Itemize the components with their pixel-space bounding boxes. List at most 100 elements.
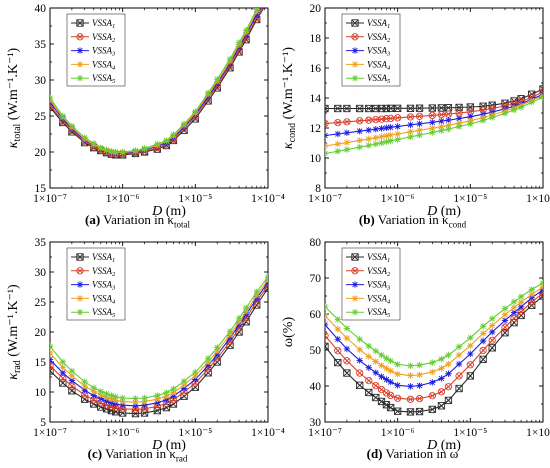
data-point — [141, 398, 148, 405]
data-point — [378, 373, 385, 380]
data-point — [334, 347, 342, 355]
data-point — [265, 0, 271, 4]
data-point — [97, 395, 104, 402]
data-point — [235, 318, 243, 325]
data-point-cross — [77, 34, 83, 40]
data-point-cross — [488, 344, 496, 352]
data-point-cross — [479, 355, 487, 363]
data-point — [394, 130, 401, 138]
data-point — [528, 99, 535, 106]
x-tick-label: 1×10⁻⁵ — [178, 427, 212, 439]
data-point — [325, 104, 329, 113]
legend-label: VSSA1 — [367, 18, 390, 30]
x-tick-label: 1×10⁻⁶ — [106, 427, 140, 439]
data-point — [154, 396, 161, 403]
data-point-cross — [444, 104, 452, 112]
data-point-cross — [480, 107, 486, 113]
data-point — [204, 89, 212, 97]
data-point-cross — [511, 315, 517, 322]
caption-tag: (b) — [358, 212, 375, 227]
data-point-cross — [428, 405, 436, 413]
data-point — [394, 370, 401, 378]
data-point — [90, 140, 97, 147]
data-point — [334, 325, 341, 333]
data-point-cross — [467, 362, 474, 368]
data-point — [103, 397, 110, 405]
data-point — [351, 75, 359, 82]
y-tick-label: 15 — [35, 357, 47, 369]
data-point-cross — [429, 112, 436, 119]
data-point — [394, 407, 402, 415]
data-point-cross — [366, 377, 372, 384]
x-tick-label: 1×10⁻⁴ — [251, 427, 285, 439]
data-point — [325, 331, 329, 340]
data-point-cross — [502, 324, 508, 331]
data-point — [429, 124, 436, 132]
data-point-cross — [406, 408, 414, 416]
y-tick-label: 10 — [35, 387, 47, 399]
data-point — [387, 367, 394, 375]
data-point — [372, 358, 379, 365]
data-point — [372, 369, 379, 376]
data-point — [394, 114, 402, 122]
data-point — [415, 394, 424, 403]
series-markers-vssa5 — [50, 8, 260, 156]
data-point — [325, 150, 329, 157]
data-point — [343, 139, 351, 146]
series-markers-vssa5 — [325, 94, 543, 157]
data-point-cross — [429, 393, 436, 399]
data-point — [372, 381, 380, 390]
data-point — [76, 295, 84, 302]
caption-tag: (c) — [87, 446, 103, 461]
data-point — [334, 358, 342, 367]
data-point-cross — [344, 358, 350, 364]
data-point — [356, 369, 364, 377]
data-point — [170, 393, 177, 400]
y-tick-label: 14 — [310, 93, 322, 105]
data-point-cross — [76, 253, 84, 261]
data-point-cross — [265, 0, 271, 4]
data-point — [351, 61, 359, 68]
data-point — [242, 308, 250, 315]
data-point-cross — [467, 109, 474, 115]
y-tick-label: 60 — [310, 309, 322, 321]
data-point — [59, 358, 66, 366]
data-point — [50, 343, 54, 350]
data-point — [76, 19, 84, 27]
data-point — [415, 112, 424, 120]
data-point — [351, 309, 359, 316]
y-tick-label: 30 — [35, 267, 47, 279]
data-point — [68, 377, 76, 384]
data-point — [466, 372, 474, 380]
data-point — [429, 119, 436, 126]
data-point-cross — [373, 382, 379, 389]
data-point — [455, 120, 463, 127]
plot-area: 30 40 50 60 70 80 1×10⁻⁷ 1×10⁻⁶ 1×10⁻⁵ 1×10⁻⁴ D (m… — [281, 237, 550, 453]
data-point-cross — [352, 34, 358, 40]
legend-label: VSSA4 — [367, 293, 391, 305]
data-point — [394, 136, 401, 143]
data-point — [386, 403, 395, 412]
data-point — [378, 351, 385, 359]
legend-box — [66, 247, 126, 321]
data-point — [407, 133, 414, 141]
x-tick-label: 1×10⁻⁴ — [526, 193, 550, 205]
y-axis-label: κcond (W.m⁻¹.K⁻¹) — [281, 47, 298, 149]
x-tick-label: 1×10⁻⁵ — [453, 193, 487, 205]
data-point — [479, 117, 487, 124]
y-tick-label: 20 — [35, 147, 47, 159]
data-point — [378, 139, 385, 147]
data-point — [334, 336, 341, 343]
data-point — [334, 118, 342, 127]
data-point-cross — [489, 337, 495, 343]
data-point — [455, 372, 463, 380]
legend-label: VSSA3 — [367, 280, 391, 292]
series-group — [50, 0, 271, 159]
data-point — [429, 379, 436, 386]
data-point — [372, 393, 380, 402]
data-point — [455, 343, 463, 350]
data-point — [81, 387, 88, 394]
data-point — [501, 329, 509, 337]
data-point — [386, 114, 395, 123]
data-point — [76, 61, 84, 68]
